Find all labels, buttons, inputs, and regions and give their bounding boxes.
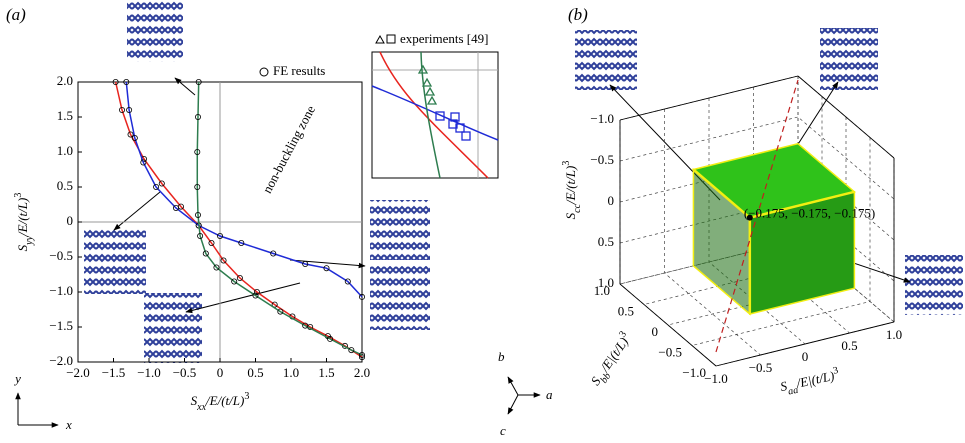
triad-label: b [498,349,505,364]
x-tick-label: −1.5 [102,365,126,380]
triad-label: a [546,387,553,402]
label-rest: /E|(t/L) [596,334,631,375]
x-tick-label: −0.5 [173,365,197,380]
y-tick-label: −0.5 [49,248,73,263]
y-tick-label: 0 [67,213,74,228]
label-sup: 3 [244,391,249,402]
box-edge [620,76,798,120]
x-tick-label: 0 [217,365,224,380]
x-tick-label: 2.0 [354,365,370,380]
y-tick-label: −1.5 [49,318,73,333]
label-rest: /E/(t/L) [205,393,244,408]
x-tick-label: 0.5 [247,365,263,380]
a-tick-label: 0.5 [841,338,857,353]
legend-label: FE results [273,63,325,78]
a-tick-label: −1.0 [704,371,728,386]
x-tick-label: 1.0 [283,365,299,380]
experiments-inset: experiments [49] [372,31,498,178]
inset-legend: experiments [49] [400,31,488,46]
label-rest: /E|(t/L) [794,368,836,391]
x-tick-label: −1.0 [137,365,161,380]
label-rest: /E/(t/L) [563,166,578,205]
c-tick-label: 0.5 [598,234,614,249]
b-tick-label: −1.0 [682,365,706,380]
y-tick-label: 2.0 [57,73,73,88]
y-tick-label: 0.5 [57,178,73,193]
triad-label: y [13,371,21,386]
y-tick-label: 1.5 [57,108,73,123]
axis-label: Sxx/E/(t/L)3 [191,391,250,413]
label-sub: yy [24,235,35,245]
figure: (a) (b) experiments [49] [0,0,965,438]
y-tick-label: −1.0 [49,283,73,298]
label-sup: 3 [13,193,24,198]
panel-label: (b) [568,5,588,24]
axis-label: Scc/E/(t/L)3 [561,161,583,220]
series-line [126,82,362,297]
b-tick-label: 0.5 [618,303,634,318]
c-tick-label: 0 [608,193,615,208]
axis-label: Sbb/E|(t/L)3 [586,329,638,391]
panel-label: (a) [6,5,26,24]
triad-lines [18,377,540,425]
annotation: non-buckling zone [259,103,318,196]
b-tick-label: 0 [652,324,659,339]
y-tick-label: 1.0 [57,143,73,158]
label-sup: 3 [832,365,839,377]
triad-label: x [65,417,72,432]
c-tick-label: 1.0 [598,275,614,290]
axis-label: Saa/E|(t/L)3 [778,365,841,399]
y-tick-label: −2.0 [49,353,73,368]
label-rest: /E/(t/L) [15,198,30,237]
label-sup: 3 [561,161,572,166]
legend-marker [260,68,268,76]
x-tick-label: 1.5 [318,365,334,380]
label-sub: xx [196,402,206,413]
c-tick-label: −0.5 [590,152,614,167]
a-tick-label: 1.0 [886,327,902,342]
triad-label: c [500,423,506,438]
a-tick-label: −0.5 [749,360,773,375]
axis-label: Syy/E/(t/L)3 [13,193,35,252]
point-label: (−0.175, −0.175, −0.175) [744,206,875,221]
a-tick-label: 0 [802,349,809,364]
c-tick-label: −1.0 [590,111,614,126]
b-tick-label: −0.5 [658,344,682,359]
